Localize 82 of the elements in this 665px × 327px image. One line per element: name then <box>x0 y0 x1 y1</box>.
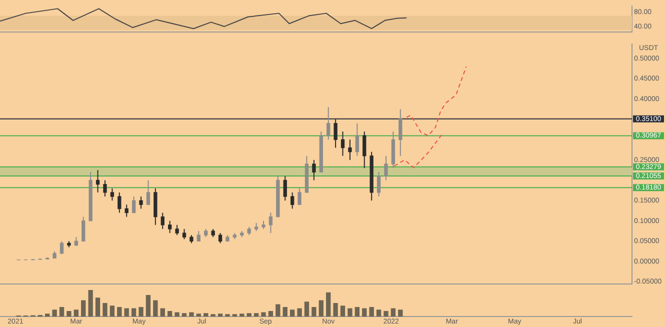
bar <box>348 308 352 317</box>
bar <box>340 306 346 317</box>
bar <box>326 292 331 317</box>
bar <box>74 310 78 317</box>
bar <box>102 302 108 317</box>
candlestick <box>334 118 338 148</box>
candlestick <box>182 228 186 240</box>
line-series <box>406 66 467 136</box>
candlestick <box>168 220 172 234</box>
bar <box>354 306 360 317</box>
bar <box>168 310 172 317</box>
candlestick <box>298 188 302 206</box>
candlestick <box>384 155 388 181</box>
bar <box>333 302 338 317</box>
candlestick <box>196 230 200 242</box>
bar <box>95 298 100 317</box>
bar <box>225 314 230 317</box>
candlestick <box>398 108 402 156</box>
candlestick <box>283 176 287 202</box>
candlestick <box>348 139 352 160</box>
bar <box>312 306 316 317</box>
candlestick <box>110 188 114 202</box>
bar <box>153 300 158 317</box>
bar <box>390 308 396 317</box>
candlestick <box>376 172 381 197</box>
bar <box>384 310 388 317</box>
bar <box>174 312 180 317</box>
bar <box>261 312 266 317</box>
bar <box>398 310 403 317</box>
candlestick <box>160 212 164 230</box>
bar <box>232 314 238 317</box>
bar <box>246 313 252 317</box>
bar <box>52 310 57 317</box>
bar <box>318 300 324 317</box>
candlestick <box>340 131 345 156</box>
candlestick <box>103 180 107 197</box>
candlestick <box>218 232 222 244</box>
bar <box>146 294 151 317</box>
bar <box>189 312 194 317</box>
bar <box>66 310 72 317</box>
candlestick <box>132 196 136 214</box>
bar <box>210 314 216 317</box>
bar <box>304 302 310 317</box>
candlestick <box>268 212 273 234</box>
bar <box>240 314 244 317</box>
bar <box>282 306 288 317</box>
bar <box>204 313 208 317</box>
candlestick <box>124 204 128 218</box>
bar <box>81 300 86 317</box>
candlestick <box>362 131 366 169</box>
bar <box>369 306 374 317</box>
bar <box>88 290 93 317</box>
candlestick <box>118 192 122 214</box>
bar <box>131 308 136 317</box>
candlestick <box>290 192 294 210</box>
candlestick <box>326 106 330 140</box>
bar <box>117 306 122 317</box>
bar <box>138 306 144 317</box>
candlestick <box>82 216 86 242</box>
candlestick <box>146 180 150 206</box>
bar <box>59 306 64 317</box>
bar <box>254 313 259 317</box>
candlestick <box>312 159 316 181</box>
candlestick <box>96 170 100 193</box>
candlestick <box>139 196 143 210</box>
bar <box>276 304 280 317</box>
bar <box>110 306 115 317</box>
bar <box>182 313 187 317</box>
bar <box>290 310 295 317</box>
candlestick <box>355 122 360 156</box>
bar <box>160 308 165 317</box>
candlestick <box>175 224 179 236</box>
bar <box>124 308 129 317</box>
bar <box>268 310 274 317</box>
bar <box>45 314 50 317</box>
bar <box>376 310 382 317</box>
bar <box>297 308 302 317</box>
bar <box>362 308 367 317</box>
bar <box>218 314 223 317</box>
candlestick <box>60 240 64 255</box>
bar <box>196 314 201 317</box>
line-series <box>394 133 444 168</box>
